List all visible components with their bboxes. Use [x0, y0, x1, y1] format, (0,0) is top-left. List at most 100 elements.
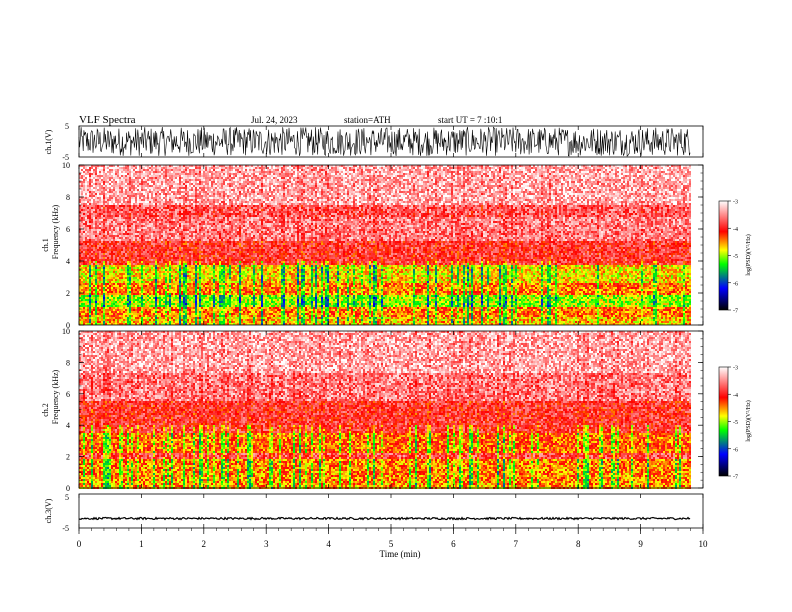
spectrogram-cell — [81, 249, 83, 251]
spectrogram-cell — [87, 311, 89, 313]
spectrogram-cell — [89, 311, 91, 313]
spectrogram-cell — [93, 313, 95, 315]
spectrogram-cell — [81, 321, 83, 323]
spectrogram-cell — [95, 233, 97, 235]
spectrogram-cell — [97, 171, 99, 173]
spectrogram-cell — [83, 245, 85, 247]
spectrogram-cell — [97, 199, 99, 201]
spectrogram-cell — [97, 289, 99, 291]
spectrogram-cell — [83, 275, 85, 277]
spectrogram-cell — [87, 295, 89, 297]
spectrogram-cell — [93, 237, 95, 239]
spectrogram-cell — [81, 235, 83, 237]
spectrogram-cell — [89, 287, 91, 289]
spectrogram-cell — [95, 225, 97, 227]
spectrogram-cell — [87, 189, 89, 191]
spectrogram-cell — [95, 237, 97, 239]
spectrogram-cell — [97, 321, 99, 323]
spectrogram-cell — [87, 225, 89, 227]
spectrogram-cell — [83, 221, 85, 223]
spectrogram-cell — [91, 193, 93, 195]
spectrogram-cell — [85, 273, 87, 275]
spectrogram-cell — [83, 249, 85, 251]
spectrogram-cell — [85, 315, 87, 317]
spectrogram-cell — [87, 259, 89, 261]
spectrogram-cell — [95, 209, 97, 211]
spectrogram-cell — [93, 187, 95, 189]
spectrogram-cell — [97, 291, 99, 293]
spectrogram-cell — [81, 253, 83, 255]
spectrogram-cell — [81, 219, 83, 221]
spectrogram-cell — [91, 271, 93, 273]
spectrogram-cell — [85, 233, 87, 235]
spectrogram-cell — [97, 173, 99, 175]
spectrogram-cell — [95, 305, 97, 307]
spectrogram-cell — [85, 205, 87, 207]
spectrogram-cell — [93, 295, 95, 297]
spectrogram-cell — [83, 269, 85, 271]
spectrogram-cell — [91, 283, 93, 285]
spectrogram-cell — [89, 237, 91, 239]
spectrogram-cell — [93, 267, 95, 269]
spectrogram-cell — [93, 307, 95, 309]
spectrogram-cell — [91, 303, 93, 305]
spectrogram-cell — [81, 209, 83, 211]
spectrogram-cell — [83, 235, 85, 237]
spectrogram-cell — [83, 193, 85, 195]
spectrogram-cell — [97, 169, 99, 171]
spectrogram-cell — [95, 241, 97, 243]
spectrogram-cell — [91, 217, 93, 219]
spectrogram-cell — [89, 273, 91, 275]
spectrogram-cell — [91, 257, 93, 259]
spectrogram-cell — [91, 289, 93, 291]
spectrogram-cell — [81, 283, 83, 285]
spectrogram-cell — [87, 261, 89, 263]
spectrogram-cell — [93, 213, 95, 215]
spectrogram-cell — [93, 277, 95, 279]
spectrogram-cell — [87, 227, 89, 229]
spectrogram-cell — [91, 185, 93, 187]
spectrogram-cell — [85, 171, 87, 173]
spectrogram-cell — [87, 303, 89, 305]
spectrogram-cell — [93, 273, 95, 275]
spectrogram-cell — [91, 275, 93, 277]
spectrogram-cell — [93, 263, 95, 265]
spectrogram-cell — [95, 301, 97, 303]
spectrogram-cell — [91, 255, 93, 257]
spectrogram-cell — [87, 177, 89, 179]
spectrogram-cell — [81, 279, 83, 281]
spectrogram-cell — [83, 317, 85, 319]
spectrogram-cell — [81, 175, 83, 177]
spectrogram-cell — [83, 243, 85, 245]
spectrogram-cell — [87, 265, 89, 267]
spectrogram-cell — [93, 311, 95, 313]
spectrogram-cell — [95, 181, 97, 183]
spectrogram-cell — [87, 237, 89, 239]
spectrogram-cell — [95, 169, 97, 171]
spectrogram-cell — [97, 243, 99, 245]
spectrogram-cell — [97, 285, 99, 287]
spectrogram-cell — [97, 235, 99, 237]
spectrogram-cell — [87, 257, 89, 259]
spectrogram-cell — [89, 297, 91, 299]
spectrogram-cell — [87, 289, 89, 291]
spectrogram-cell — [93, 173, 95, 175]
spectrogram-cell — [81, 289, 83, 291]
spectrogram-cell — [95, 307, 97, 309]
spectrogram-cell — [81, 193, 83, 195]
spectrogram-cell — [89, 251, 91, 253]
spectrogram-cell — [83, 285, 85, 287]
spectrogram-cell — [93, 219, 95, 221]
spectrogram-cell — [89, 269, 91, 271]
spectrogram-cell — [85, 237, 87, 239]
spectrogram-cell — [91, 233, 93, 235]
spectrogram-cell — [93, 319, 95, 321]
spectrogram-cell — [95, 261, 97, 263]
spectrogram-cell — [87, 291, 89, 293]
spectrogram-cell — [97, 213, 99, 215]
spectrogram-cell — [89, 203, 91, 205]
spectrogram-cell — [83, 297, 85, 299]
spectrogram-cell — [81, 213, 83, 215]
spectrogram-cell — [83, 187, 85, 189]
spectrogram-cell — [95, 175, 97, 177]
